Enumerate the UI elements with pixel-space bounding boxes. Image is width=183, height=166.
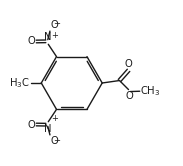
Text: O: O <box>125 91 133 101</box>
Text: O: O <box>28 37 36 46</box>
Text: N: N <box>44 124 51 134</box>
Text: H$_3$C: H$_3$C <box>9 76 30 90</box>
Text: −: − <box>53 19 60 28</box>
Text: N: N <box>44 32 51 42</box>
Text: O: O <box>50 136 58 146</box>
Text: O: O <box>50 20 58 30</box>
Text: −: − <box>53 136 60 145</box>
Text: CH$_3$: CH$_3$ <box>140 85 161 98</box>
Text: +: + <box>51 31 58 40</box>
Text: O: O <box>28 120 36 129</box>
Text: O: O <box>125 59 133 69</box>
Text: +: + <box>51 114 58 123</box>
